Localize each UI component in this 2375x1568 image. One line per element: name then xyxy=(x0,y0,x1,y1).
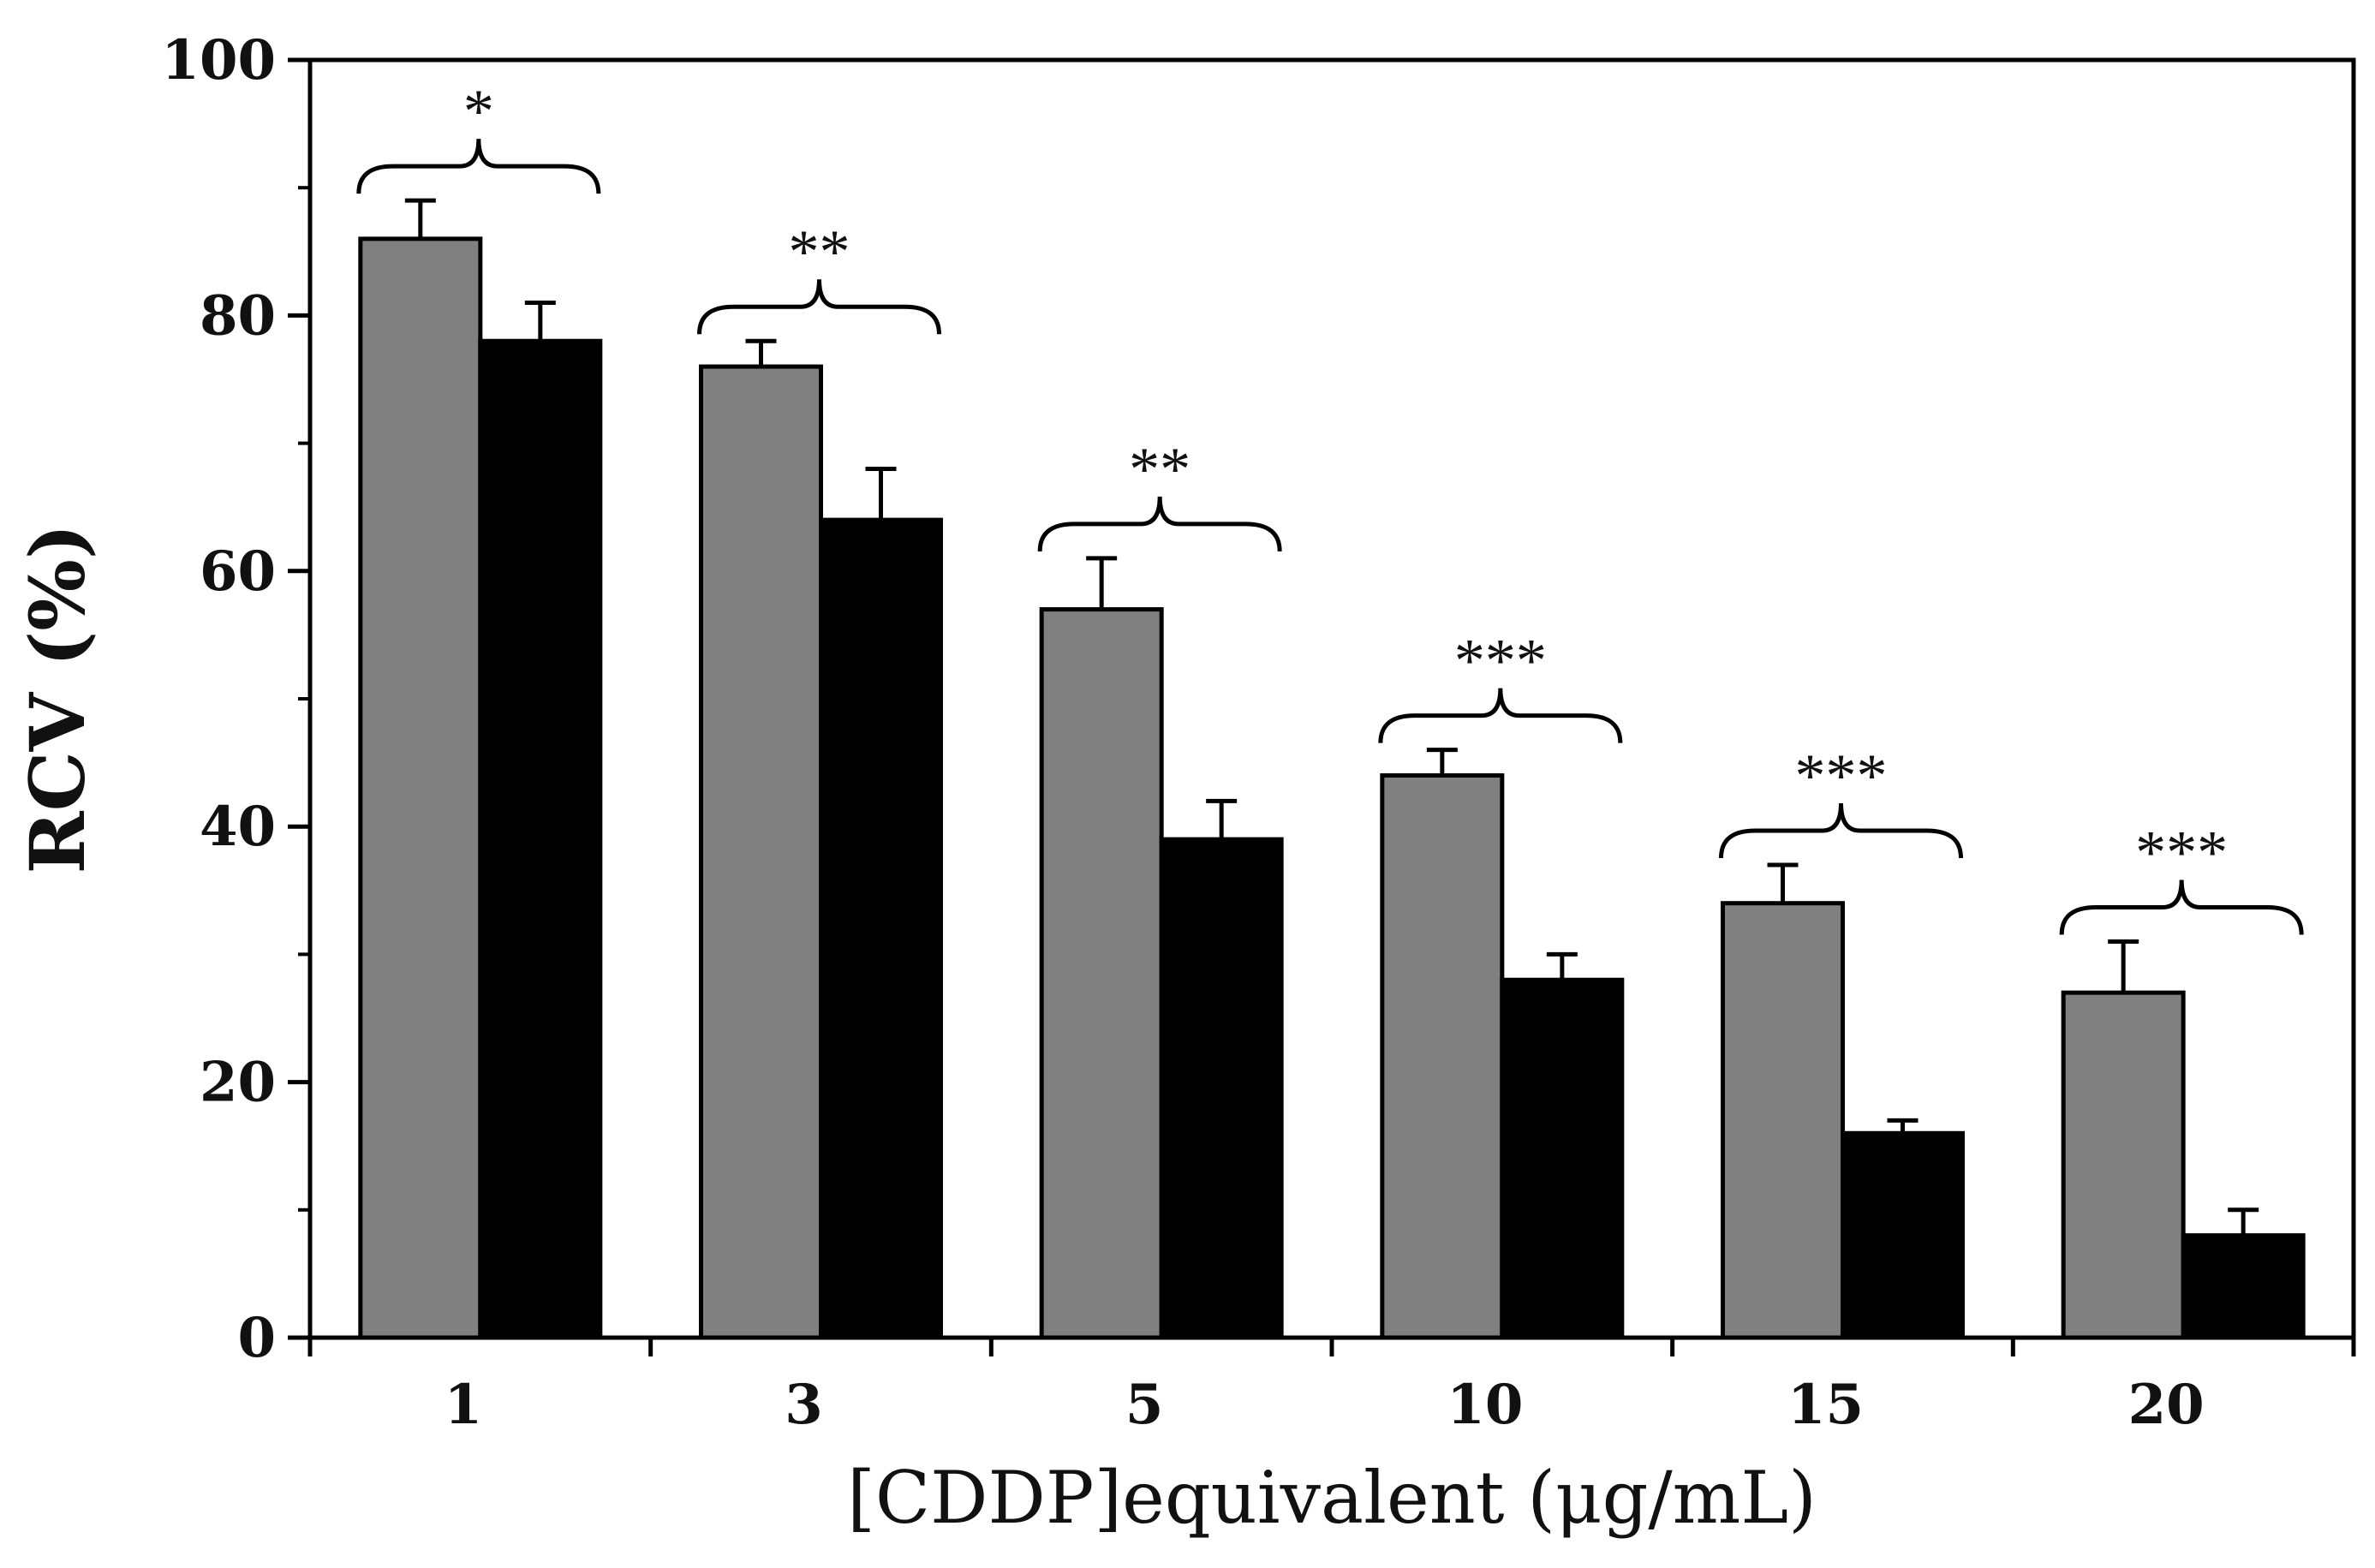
bar-series-black xyxy=(478,338,603,1340)
significance-bracket xyxy=(697,279,941,335)
bar-series-black xyxy=(1500,977,1625,1340)
significance-layer: ************** xyxy=(356,77,2304,935)
bar-series-black xyxy=(819,517,943,1340)
y-tick-label: 60 xyxy=(200,540,276,604)
significance-marker: ** xyxy=(789,218,850,286)
significance-marker: * xyxy=(463,77,494,146)
bar-series-gray xyxy=(1380,773,1505,1340)
x-tick-label: 10 xyxy=(1447,1373,1523,1437)
x-tick-label: 5 xyxy=(1125,1373,1164,1437)
y-tick-label: 40 xyxy=(200,795,276,859)
y-axis-title: RCV (%) xyxy=(13,524,102,874)
x-tick-label: 3 xyxy=(785,1373,823,1437)
bar-series-gray xyxy=(2061,990,2186,1340)
x-tick-label: 20 xyxy=(2128,1373,2205,1437)
x-tick-label: 15 xyxy=(1787,1373,1864,1437)
error-bars-layer xyxy=(404,198,2259,1236)
x-axis: 1 3 5 10 15 20 xyxy=(307,1338,2356,1437)
significance-marker: *** xyxy=(1454,627,1547,695)
y-tick-label: 80 xyxy=(200,283,276,348)
significance-marker: *** xyxy=(2135,818,2228,886)
bar-series-gray xyxy=(358,236,483,1340)
significance-marker: ** xyxy=(1129,435,1190,504)
bar-series-gray xyxy=(699,364,823,1340)
significance-bracket xyxy=(1719,802,1963,859)
significance-bracket xyxy=(1378,688,1623,743)
bar-series-gray xyxy=(1039,607,1164,1340)
significance-bracket xyxy=(356,139,601,194)
x-tick-label: 1 xyxy=(445,1373,483,1437)
bar-series-gray xyxy=(1721,901,1845,1340)
significance-bracket xyxy=(2059,879,2304,935)
y-tick-label: 100 xyxy=(161,28,276,92)
bar-series-black xyxy=(1159,837,1284,1340)
significance-marker: *** xyxy=(1795,742,1888,810)
significance-bracket xyxy=(1037,496,1282,552)
y-tick-label: 0 xyxy=(237,1306,276,1370)
plot-frame xyxy=(307,57,2356,1340)
x-axis-title: [CDDP]equivalent (μg/mL) xyxy=(847,1456,1817,1540)
bars-layer xyxy=(358,236,2306,1340)
y-axis: 0 20 40 60 80 100 xyxy=(161,28,310,1370)
bar-series-black xyxy=(1841,1130,1965,1340)
bar-series-black xyxy=(2181,1233,2306,1340)
y-tick-label: 20 xyxy=(200,1051,276,1115)
